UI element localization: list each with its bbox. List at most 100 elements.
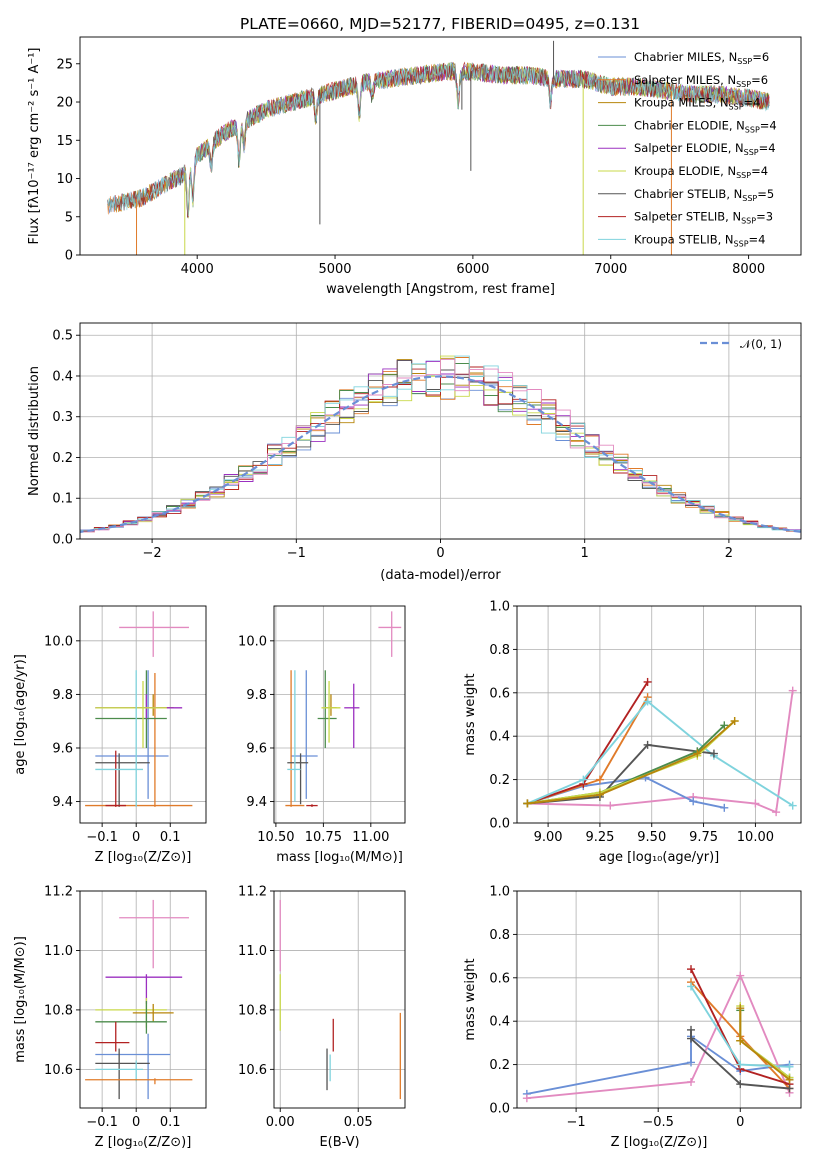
age-vs-mass-panel: 10.50 10.75 11.00 9.4 9.6 9.8 10.0 mass [log₁₀(… (238, 605, 406, 865)
y-tick-label: 9.4 (246, 795, 267, 810)
plot-content (279, 899, 401, 1100)
weight-marker (720, 803, 729, 812)
x-tick-label: −1 (567, 1115, 586, 1130)
x-axis-label: age [log₁₀(age/yr)] (599, 850, 720, 865)
x-tick-label: 11.00 (352, 830, 389, 845)
plot-content (85, 899, 193, 1100)
y-tick-label: 10 (56, 172, 73, 187)
spectrum-line (107, 63, 770, 217)
weight-marker (788, 686, 797, 695)
x-axis-label: mass [log₁₀(M/M⊙)] (276, 850, 403, 865)
y-tick-label: 10.0 (44, 634, 73, 649)
y-tick-label: 0.6 (489, 686, 510, 701)
y-tick-label: 10.8 (238, 1003, 267, 1018)
x-tick-label: 0 (132, 830, 140, 845)
y-tick-label: 11.2 (44, 885, 73, 900)
y-tick-label: 20 (56, 96, 73, 111)
normal-reference-curve (80, 375, 801, 534)
legend-label: 𝒩(0, 1) (740, 337, 782, 351)
spectrum-panel: 4000 5000 6000 7000 8000 0 5 10 15 20 25 wavelength… (27, 36, 802, 297)
weight-marker (730, 717, 739, 726)
weight-marker (785, 1062, 794, 1071)
axes-frame (516, 605, 802, 824)
x-tick-label: 0 (132, 1115, 140, 1130)
y-tick-label: 0.2 (489, 773, 510, 788)
weight-marker (687, 1025, 696, 1034)
weight-marker (736, 1060, 745, 1069)
y-axis-label: mass weight (463, 673, 478, 755)
legend-label: Chabrier ELODIE, NSSP=4 (634, 118, 777, 134)
y-tick-label: 0.3 (52, 410, 73, 425)
y-tick-label: 9.8 (52, 688, 73, 703)
weight-line (527, 720, 736, 805)
x-tick-label: 9.50 (637, 830, 666, 845)
weight-marker (687, 1034, 696, 1043)
y-tick-label: 9.8 (246, 688, 267, 703)
legend-label: Kroupa MILES, NSSP=4 (634, 96, 760, 112)
plot-area (80, 891, 206, 1108)
axes-frame (79, 605, 207, 824)
y-tick-label: 11.0 (44, 944, 73, 959)
weight-marker (687, 982, 696, 991)
y-tick-label: 0.4 (489, 730, 510, 745)
weight-marker (643, 677, 652, 686)
y-tick-label: 0.0 (489, 1102, 510, 1117)
chart-title: PLATE=0660, MJD=52177, FIBERID=0495, z=0… (240, 15, 640, 33)
legend-label: Salpeter MILES, NSSP=6 (634, 73, 768, 89)
y-tick-label: 0.4 (489, 1015, 510, 1030)
x-axis-label: Z [log₁₀(Z/Z⊙)] (95, 850, 192, 865)
spectrum-line (114, 61, 770, 218)
x-tick-label: 9.25 (585, 830, 614, 845)
x-tick-label: 9.00 (534, 830, 563, 845)
x-tick-label: 8000 (732, 262, 765, 277)
plot-content (85, 611, 193, 807)
axes-frame (273, 605, 406, 824)
weight-vs-metallicity-panel: −1 −0.5 0 0.0 0.2 0.4 0.6 0.8 1.0 Z [log₁₀(Z/Z⊙)]… (463, 885, 802, 1150)
weight-marker (709, 749, 718, 758)
y-axis-label: age [log₁₀(age/yr)] (13, 654, 28, 775)
x-axis-label: E(B-V) (319, 1135, 359, 1150)
weight-marker (720, 721, 729, 730)
plot-area (517, 891, 801, 1108)
y-tick-label: 0.5 (52, 329, 73, 344)
weight-marker (736, 971, 745, 980)
x-tick-label: −1 (287, 546, 306, 561)
age-vs-metallicity-panel: −0.1 0 0.1 9.4 9.6 9.8 10.0 Z [log₁₀(Z/Z⊙)] age … (13, 605, 207, 865)
axes-frame (79, 890, 207, 1109)
axes-frame (273, 890, 406, 1109)
mass-vs-metallicity-panel: −0.1 0 0.1 10.6 10.8 11.0 11.2 Z [log₁₀(Z/Z⊙)] m… (13, 885, 207, 1150)
x-tick-label: 0.05 (344, 1115, 373, 1130)
plot-area (274, 606, 405, 823)
axes-frame (516, 890, 802, 1109)
y-tick-label: 15 (56, 134, 73, 149)
x-axis-label: Z [log₁₀(Z/Z⊙)] (611, 1135, 708, 1150)
weight-marker (785, 1075, 794, 1084)
weight-marker (772, 808, 781, 817)
weight-marker (522, 1094, 531, 1103)
y-tick-label: 11.2 (238, 885, 267, 900)
y-tick-label: 10.0 (238, 634, 267, 649)
x-axis-label: Z [log₁₀(Z/Z⊙)] (95, 1135, 192, 1150)
x-tick-label: 10.75 (305, 830, 342, 845)
y-tick-label: 0.8 (489, 928, 510, 943)
legend-label: Kroupa STELIB, NSSP=4 (634, 232, 765, 248)
y-tick-label: 9.6 (246, 741, 267, 756)
y-tick-label: 25 (56, 57, 73, 72)
weight-marker (736, 1036, 745, 1045)
y-tick-label: 1.0 (489, 600, 510, 615)
plot-content (523, 677, 797, 817)
y-tick-label: 0.0 (489, 817, 510, 832)
y-tick-label: 1.0 (489, 885, 510, 900)
y-tick-label: 0.0 (52, 533, 73, 548)
legend-label: Kroupa ELODIE, NSSP=4 (634, 164, 768, 180)
x-axis-label: wavelength [Angstrom, rest frame] (326, 282, 555, 297)
legend-label: Salpeter STELIB, NSSP=3 (634, 210, 773, 226)
y-axis-label: Flux [fλ10⁻¹⁷ erg cm⁻² s⁻¹ A⁻¹] (27, 48, 42, 245)
x-tick-label: −0.1 (86, 830, 118, 845)
x-tick-label: 5000 (318, 262, 351, 277)
x-tick-label: 6000 (456, 262, 489, 277)
x-tick-label: −0.1 (86, 1115, 118, 1130)
y-tick-label: 10.6 (44, 1063, 73, 1078)
weight-marker (736, 1080, 745, 1089)
y-tick-label: 0.1 (52, 492, 73, 507)
